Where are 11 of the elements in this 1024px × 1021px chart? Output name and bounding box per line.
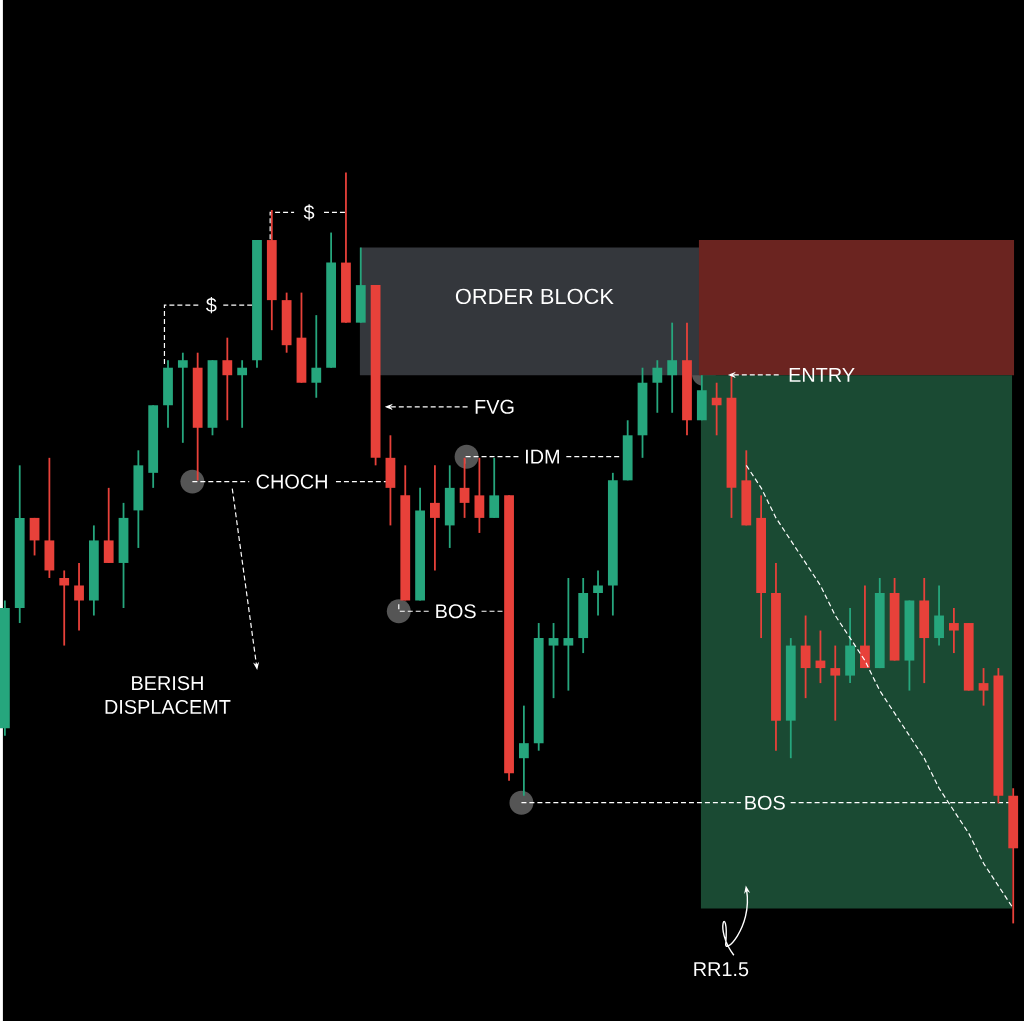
annotation: CHOCH xyxy=(256,474,327,489)
band-label: ORDER BLOCK xyxy=(455,288,614,305)
text: RR1.5 xyxy=(694,962,749,977)
annotation: $ xyxy=(206,297,217,314)
annotation: FVG xyxy=(475,399,514,414)
annotation: BERISH DISPLACEMT xyxy=(105,676,231,714)
annotation: BOS xyxy=(745,795,785,810)
annotation: IDM xyxy=(526,449,559,464)
annotation: BOS xyxy=(436,604,476,619)
annotation: ENTRY xyxy=(789,368,855,382)
annotation: $ xyxy=(303,204,315,221)
